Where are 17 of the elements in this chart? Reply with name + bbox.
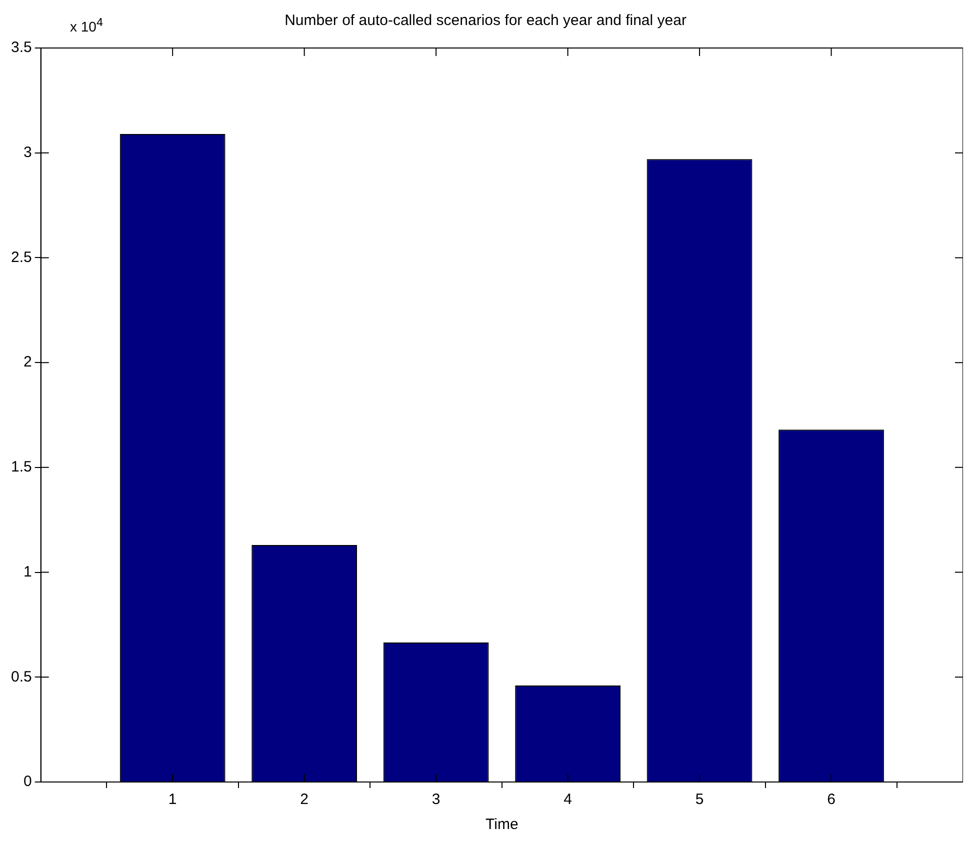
y-tick-label: 3	[24, 144, 32, 161]
y-tick-label: 2.5	[10, 248, 32, 266]
text: x 10$^{4}$	[70, 16, 103, 35]
y-tick-label: 0	[24, 773, 32, 790]
x-tick-label: 3	[432, 791, 440, 808]
chart-title: Number of auto-called scenarios for each year and final year	[284, 12, 686, 30]
y-tick-label: 1	[24, 563, 32, 580]
x-tick-label: 6	[827, 791, 836, 808]
y-tick-label: 3.5	[10, 39, 32, 56]
y-tick-label: 2	[24, 354, 32, 371]
y-tick-label: 0.5	[10, 668, 32, 686]
x-axis-title: Time	[486, 816, 518, 834]
x-tick-label: 2	[300, 791, 308, 808]
x-tick-label: 5	[695, 791, 704, 808]
y-tick-label: 1.5	[10, 458, 32, 476]
x-tick-label: 4	[564, 791, 572, 808]
x-tick-label: 1	[168, 791, 177, 808]
